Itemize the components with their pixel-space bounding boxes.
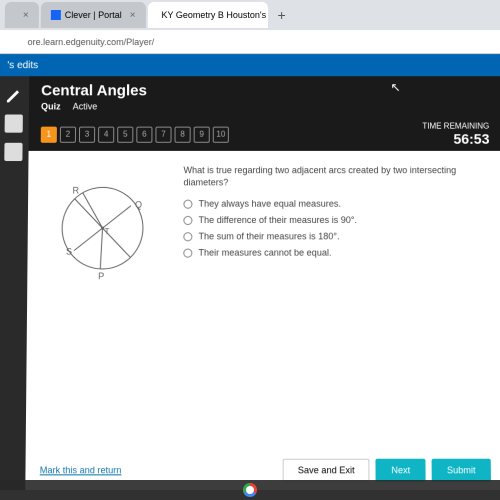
submit-button[interactable]: Submit (432, 459, 491, 482)
radio-icon[interactable] (183, 249, 192, 258)
close-icon[interactable]: × (23, 9, 29, 20)
url-text: ore.learn.edgenuity.com/Player/ (28, 37, 155, 47)
question-nav-item[interactable]: 9 (194, 126, 210, 142)
tool-sidebar (0, 76, 29, 490)
question-nav-item[interactable]: 1 (41, 126, 57, 142)
course-header: 's edits (0, 54, 500, 76)
question-nav-item[interactable]: 2 (60, 126, 76, 142)
question-nav-item[interactable]: 5 (117, 126, 133, 142)
answer-option[interactable]: The difference of their measures is 90°. (183, 215, 488, 225)
mark-return-link[interactable]: Mark this and return (40, 465, 122, 475)
option-label: Their measures cannot be equal. (198, 248, 331, 258)
question-nav-item[interactable]: 10 (213, 126, 229, 142)
note-icon[interactable] (4, 143, 22, 161)
svg-text:Q: Q (135, 200, 142, 210)
chrome-icon[interactable] (243, 483, 257, 497)
next-button[interactable]: Next (376, 459, 426, 482)
tab-label: KY Geometry B Houston's edits (161, 10, 267, 20)
question-nav: 1 2 3 4 5 6 7 8 9 10 (41, 126, 229, 142)
question-nav-item[interactable]: 8 (175, 126, 191, 142)
calendar-icon[interactable] (5, 114, 23, 132)
browser-tab-strip: × Clever | Portal × KY Geometry B Housto… (0, 0, 500, 30)
svg-text:S: S (66, 246, 72, 256)
browser-tab-active[interactable]: KY Geometry B Houston's edits × (147, 2, 267, 28)
url-bar[interactable]: ore.learn.edgenuity.com/Player/ (0, 30, 500, 54)
lesson-tab-active[interactable]: Active (73, 101, 98, 111)
option-label: The sum of their measures is 180°. (198, 232, 339, 242)
radio-icon[interactable] (183, 200, 192, 209)
pencil-icon[interactable] (5, 86, 23, 104)
timer: TIME REMAINING 56:53 (422, 122, 489, 147)
radio-icon[interactable] (183, 233, 192, 242)
lesson-title: Central Angles (41, 82, 489, 99)
question-nav-item[interactable]: 3 (79, 126, 95, 142)
browser-tab[interactable]: × (5, 2, 39, 28)
question-nav-item[interactable]: 7 (155, 126, 171, 142)
tab-label: Clever | Portal (65, 10, 122, 20)
os-taskbar (0, 480, 500, 500)
circle-diagram: R Q S P T (41, 165, 163, 287)
option-label: The difference of their measures is 90°. (198, 215, 357, 225)
clever-icon (51, 10, 61, 20)
option-label: They always have equal measures. (199, 199, 341, 209)
save-exit-button[interactable]: Save and Exit (283, 459, 370, 482)
close-icon[interactable]: × (130, 9, 136, 20)
new-tab-button[interactable]: + (270, 7, 294, 23)
svg-text:R: R (72, 185, 79, 195)
answer-option[interactable]: Their measures cannot be equal. (183, 248, 488, 258)
question-text: What is true regarding two adjacent arcs… (183, 165, 487, 189)
radio-icon[interactable] (183, 216, 192, 225)
question-nav-item[interactable]: 4 (98, 126, 114, 142)
svg-text:P: P (98, 271, 104, 281)
timer-label: TIME REMAINING (422, 122, 489, 131)
timer-value: 56:53 (422, 131, 489, 147)
cursor-icon: ↖ (390, 80, 400, 94)
answer-option[interactable]: The sum of their measures is 180°. (183, 232, 488, 242)
question-content: R Q S P T What is true regarding two adj… (25, 151, 500, 490)
lesson-tab-quiz[interactable]: Quiz (41, 101, 61, 111)
browser-tab[interactable]: Clever | Portal × (41, 2, 146, 28)
question-nav-item[interactable]: 6 (136, 126, 152, 142)
svg-text:T: T (105, 227, 110, 236)
answer-option[interactable]: They always have equal measures. (183, 199, 488, 209)
